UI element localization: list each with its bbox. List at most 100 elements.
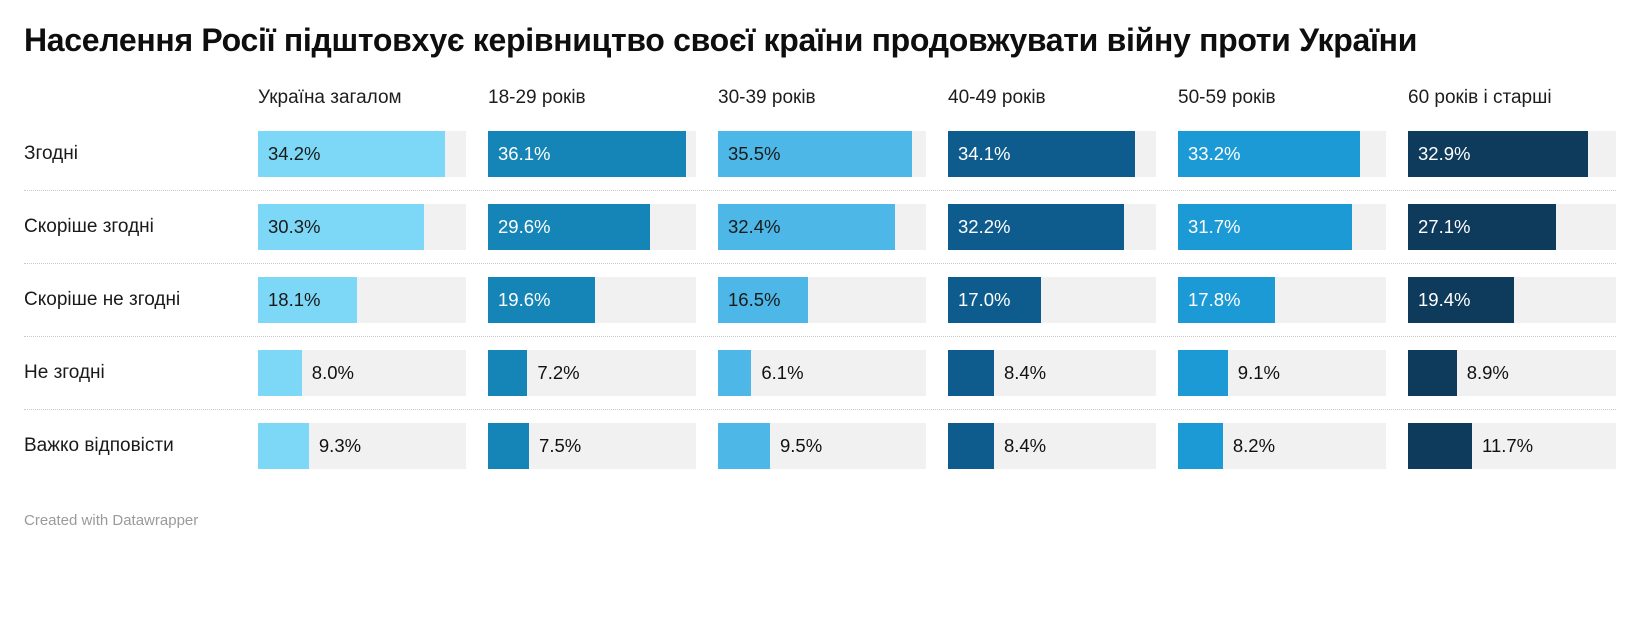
bar-track: 9.3% bbox=[258, 422, 466, 469]
bar-value-label: 33.2% bbox=[1188, 142, 1241, 164]
bar bbox=[488, 349, 528, 396]
bar-track: 35.5% bbox=[718, 130, 926, 177]
column-header-2: 30-39 років bbox=[718, 86, 816, 108]
row-label: Згодні bbox=[24, 142, 78, 164]
bar bbox=[258, 349, 302, 396]
bar-value-label: 34.2% bbox=[268, 142, 321, 164]
bar: 29.6% bbox=[488, 203, 651, 250]
bar bbox=[718, 349, 752, 396]
bar-track: 11.7% bbox=[1408, 422, 1616, 469]
chart-row: Згодні 34.2% 36.1% 35.5% 34.1% 33.2% 32.9% bbox=[24, 118, 1616, 190]
bar: 34.2% bbox=[258, 130, 446, 177]
bar: 18.1% bbox=[258, 276, 358, 323]
bar-track: 34.2% bbox=[258, 130, 466, 177]
row-label: Скоріше згодні bbox=[24, 215, 154, 237]
bar: 32.2% bbox=[948, 203, 1125, 250]
bar bbox=[1408, 349, 1457, 396]
bar: 17.8% bbox=[1178, 276, 1276, 323]
bar-value-label: 9.3% bbox=[318, 434, 362, 456]
bar-value-label: 27.1% bbox=[1418, 215, 1471, 237]
row-label: Не згодні bbox=[24, 361, 105, 383]
bar-value-label: 8.9% bbox=[1466, 361, 1509, 383]
bar: 32.9% bbox=[1408, 130, 1589, 177]
bar-value-label: 17.0% bbox=[958, 288, 1011, 310]
bar-value-label: 9.5% bbox=[780, 434, 823, 456]
chart-row: Скоріше не згодні 18.1% 19.6% 16.5% 17.0% 17.… bbox=[24, 262, 1616, 336]
column-header-5: 60 років і старші bbox=[1408, 86, 1552, 108]
bar bbox=[258, 422, 309, 469]
bar: 32.4% bbox=[718, 203, 896, 250]
bar-track: 7.2% bbox=[488, 349, 696, 396]
bar-value-label: 18.1% bbox=[268, 288, 321, 310]
bar-track: 34.1% bbox=[948, 130, 1156, 177]
bar bbox=[718, 422, 770, 469]
bar-value-label: 8.2% bbox=[1232, 434, 1276, 456]
bar-track: 33.2% bbox=[1178, 130, 1386, 177]
bar-track: 6.1% bbox=[718, 349, 926, 396]
bar-track: 8.0% bbox=[258, 349, 466, 396]
bar-value-label: 19.4% bbox=[1418, 288, 1471, 310]
bar-grid-chart: Україна загалом 18-29 років 30-39 років 40-… bbox=[24, 87, 1616, 482]
bar-track: 32.2% bbox=[948, 203, 1156, 250]
bar-value-label: 6.1% bbox=[761, 361, 804, 383]
bar-track: 27.1% bbox=[1408, 203, 1616, 250]
bar-value-label: 11.7% bbox=[1482, 434, 1534, 456]
chart-title: Населення Росії підштовхує керівництво с… bbox=[24, 22, 1418, 58]
bar-track: 18.1% bbox=[258, 276, 466, 323]
bar: 35.5% bbox=[718, 130, 913, 177]
bar-track: 8.4% bbox=[948, 422, 1156, 469]
bar: 19.4% bbox=[1408, 276, 1515, 323]
bar-value-label: 16.5% bbox=[728, 288, 781, 310]
bar bbox=[948, 422, 994, 469]
bar-track: 17.8% bbox=[1178, 276, 1386, 323]
bar-track: 29.6% bbox=[488, 203, 696, 250]
bar-track: 8.2% bbox=[1178, 422, 1386, 469]
bar-value-label: 7.2% bbox=[537, 361, 580, 383]
bar-track: 32.4% bbox=[718, 203, 926, 250]
bar: 17.0% bbox=[948, 276, 1042, 323]
column-headers: Україна загалом 18-29 років 30-39 років 40-… bbox=[24, 87, 1616, 118]
row-label: Важко відповісти bbox=[24, 434, 174, 456]
bar: 19.6% bbox=[488, 276, 596, 323]
bar-value-label: 8.0% bbox=[311, 361, 354, 383]
bar-value-label: 32.4% bbox=[728, 215, 781, 237]
bar-track: 36.1% bbox=[488, 130, 696, 177]
bar bbox=[1178, 349, 1228, 396]
bar-track: 32.9% bbox=[1408, 130, 1616, 177]
column-header-1: 18-29 років bbox=[488, 86, 586, 108]
bar-value-label: 9.1% bbox=[1237, 361, 1280, 383]
bar-track: 31.7% bbox=[1178, 203, 1386, 250]
bar-value-label: 8.4% bbox=[1003, 361, 1047, 383]
bar bbox=[948, 349, 994, 396]
bar: 16.5% bbox=[718, 276, 809, 323]
bar-track: 9.1% bbox=[1178, 349, 1386, 396]
bar-value-label: 34.1% bbox=[958, 142, 1011, 164]
bar: 31.7% bbox=[1178, 203, 1352, 250]
bar bbox=[1178, 422, 1223, 469]
column-header-0: Україна загалом bbox=[258, 86, 402, 108]
bar bbox=[1408, 422, 1473, 469]
bar-value-label: 8.4% bbox=[1003, 434, 1047, 456]
bar-track: 17.0% bbox=[948, 276, 1156, 323]
column-header-3: 40-49 років bbox=[948, 86, 1046, 108]
row-label: Скоріше не згодні bbox=[24, 288, 181, 310]
bar-track: 30.3% bbox=[258, 203, 466, 250]
bar-value-label: 32.2% bbox=[958, 215, 1011, 237]
bar-track: 19.6% bbox=[488, 276, 696, 323]
bar-value-label: 7.5% bbox=[539, 434, 582, 456]
bar-value-label: 29.6% bbox=[498, 215, 551, 237]
attribution-link[interactable]: Created with Datawrapper bbox=[24, 511, 199, 529]
bar-track: 8.9% bbox=[1408, 349, 1616, 396]
chart-row: Важко відповісти 9.3% 7.5% 9.5% 8.4% 8.2% 11.7… bbox=[24, 408, 1616, 482]
bar: 30.3% bbox=[258, 203, 424, 250]
chart-row: Не згодні 8.0% 7.2% 6.1% 8.4% 9.1% 8.9% bbox=[24, 335, 1616, 409]
bar-track: 19.4% bbox=[1408, 276, 1616, 323]
bar-value-label: 19.6% bbox=[498, 288, 551, 310]
bar-value-label: 32.9% bbox=[1418, 142, 1471, 164]
bar-track: 8.4% bbox=[948, 349, 1156, 396]
bar: 33.2% bbox=[1178, 130, 1360, 177]
bar-value-label: 35.5% bbox=[728, 142, 781, 164]
bar-track: 7.5% bbox=[488, 422, 696, 469]
bar-track: 9.5% bbox=[718, 422, 926, 469]
